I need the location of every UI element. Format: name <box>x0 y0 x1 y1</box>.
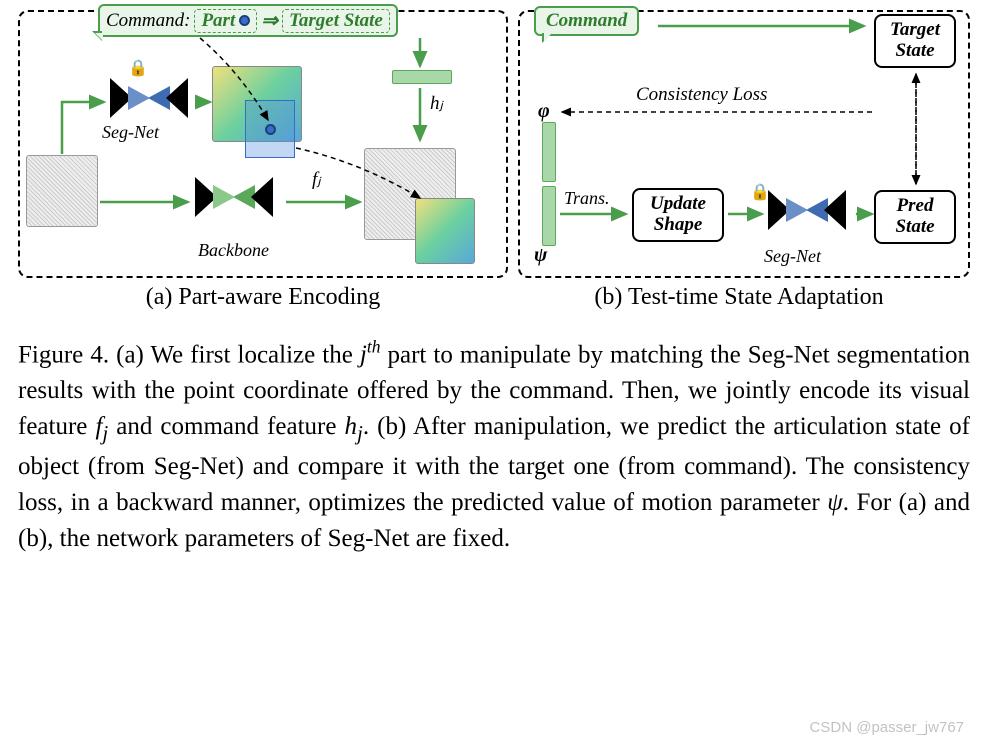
pred-state-node: Pred State <box>874 190 956 244</box>
caption-psi: ψ <box>827 489 843 516</box>
backbone-block <box>195 177 273 217</box>
update-shape-text: Update Shape <box>650 193 706 235</box>
target-state-text: Target State <box>890 19 940 61</box>
phi-vector-icon <box>542 122 556 182</box>
segnet-block-a <box>110 78 188 118</box>
part-slot: Part <box>194 9 257 33</box>
subcaptions: (a) Part-aware Encoding (b) Test-time St… <box>18 284 970 311</box>
subcaption-b: (b) Test-time State Adaptation <box>508 284 970 311</box>
segnet-label-a: Seg-Net <box>102 122 159 143</box>
consistency-label: Consistency Loss <box>636 84 767 106</box>
psi-label: ψ <box>534 244 547 267</box>
segnet-label-b: Seg-Net <box>764 246 821 267</box>
command-vector-icon <box>392 70 452 84</box>
lock-icon: 🔒 <box>128 58 148 78</box>
part-label: Part <box>201 10 235 32</box>
caption-jth: j <box>360 341 367 368</box>
panel-a: Command: Part ⇒ Target State 🔒 Seg-Net <box>18 10 508 278</box>
panel-b: Command Target State Pred State Update S… <box>518 10 970 278</box>
backbone-label: Backbone <box>198 240 269 261</box>
lock-icon-b: 🔒 <box>750 182 770 202</box>
command-bubble-b: Command <box>534 6 639 36</box>
caption-a1: (a) We first localize the <box>109 341 360 368</box>
caption-prefix: Figure 4. <box>18 341 109 368</box>
command-bubble-a: Command: Part ⇒ Target State <box>98 4 398 37</box>
figure-row: Command: Part ⇒ Target State 🔒 Seg-Net <box>18 10 970 278</box>
figure-caption: Figure 4. (a) We first localize the jth … <box>18 335 970 557</box>
update-shape-node: Update Shape <box>632 188 724 242</box>
target-state-slot: Target State <box>282 9 390 33</box>
caption-jth-sup: th <box>367 337 381 357</box>
target-state-node: Target State <box>874 14 956 68</box>
phi-label: φ <box>538 100 550 123</box>
hj-label: hⱼ <box>430 92 443 115</box>
caption-a3: and command feature <box>108 413 344 440</box>
caption-hj: h <box>345 413 358 440</box>
watermark: CSDN @passer_jw767 <box>810 719 964 736</box>
psi-vector-icon <box>542 186 556 246</box>
subcaption-a: (a) Part-aware Encoding <box>18 284 508 311</box>
output-part-icon <box>415 198 475 264</box>
target-state-label: Target State <box>289 10 383 32</box>
command-label-b: Command <box>546 10 627 31</box>
segnet-block-b <box>768 190 846 230</box>
input-mesh-icon <box>26 155 98 227</box>
point-dot-icon <box>239 15 250 26</box>
command-prefix: Command: <box>106 10 190 32</box>
pred-state-text: Pred State <box>895 195 934 237</box>
trans-label: Trans. <box>564 188 610 209</box>
fj-label: fⱼ <box>312 168 321 191</box>
part-dot-icon <box>265 124 276 135</box>
arrow-icon: ⇒ <box>261 8 278 33</box>
